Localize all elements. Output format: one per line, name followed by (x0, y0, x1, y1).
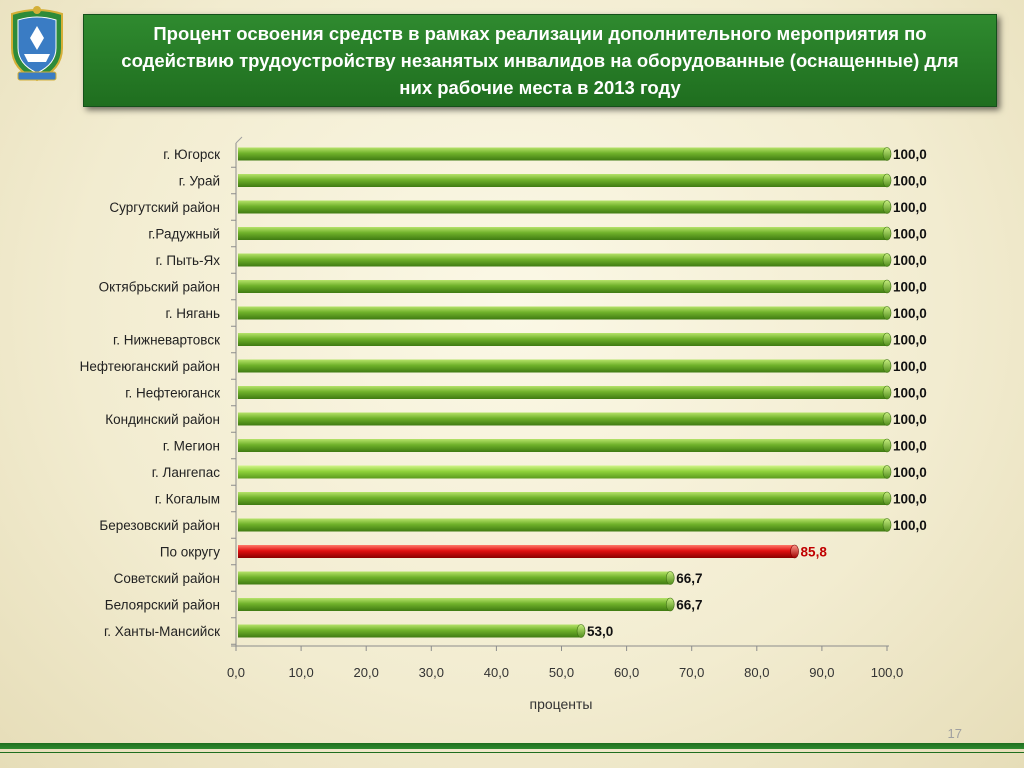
category-label: г. Урай (179, 174, 220, 189)
bar (238, 518, 887, 532)
horizontal-bar-chart: 0,0 10,0 20,0 30,0 40,0 50,0 60,0 70,0 80,0 90,0 1… (80, 136, 927, 712)
value-label: 100,0 (893, 306, 927, 321)
category-label: г. Югорск (163, 147, 220, 162)
bar (238, 412, 887, 426)
x-axis-label: проценты (529, 696, 592, 712)
bar-end-cap (790, 544, 799, 559)
value-label: 100,0 (893, 386, 927, 401)
category-label: Советский район (114, 571, 220, 586)
x-tick-label: 10,0 (288, 665, 313, 680)
x-tick-label: 50,0 (549, 665, 574, 680)
footer-divider (0, 743, 1024, 749)
category-label: г. Мегион (163, 439, 220, 454)
bar (238, 545, 795, 558)
category-label: г. Нягань (166, 306, 220, 321)
value-label: 100,0 (893, 253, 927, 268)
bar (238, 598, 671, 611)
category-label: Нефтеюганский район (80, 359, 220, 374)
bar (238, 174, 887, 187)
value-label: 100,0 (893, 412, 927, 427)
slide-title: Процент освоения средств в рамках реализ… (121, 23, 959, 98)
x-tick-label: 90,0 (809, 665, 834, 680)
value-label: 100,0 (893, 147, 927, 162)
category-label: г. Нижневартовск (113, 333, 220, 348)
value-label: 100,0 (893, 227, 927, 242)
value-label: 100,0 (893, 174, 927, 189)
category-label: Октябрьский район (99, 280, 220, 295)
bar (238, 386, 887, 399)
x-tick-label: 60,0 (614, 665, 639, 680)
bar-end-cap (882, 173, 892, 188)
coat-of-arms-emblem (11, 6, 63, 82)
bar (238, 624, 582, 638)
bar-end-cap (882, 385, 892, 400)
category-label: Белоярский район (105, 598, 220, 613)
bar-end-cap (882, 332, 892, 347)
bar-end-cap (665, 597, 675, 612)
category-label: Сургутский район (109, 200, 220, 215)
value-label: 100,0 (893, 280, 927, 295)
category-label: Кондинский район (105, 412, 220, 427)
bar (238, 280, 887, 293)
value-label: 100,0 (893, 492, 927, 507)
x-tick-label: 70,0 (679, 665, 704, 680)
category-label: г. Лангепас (152, 465, 221, 480)
category-label: Березовский район (99, 518, 220, 533)
bar-end-cap (882, 253, 892, 267)
bar-end-cap (882, 518, 892, 532)
x-tick-label: 100,0 (871, 665, 904, 680)
bar-end-cap (882, 200, 892, 214)
bar-end-cap (882, 306, 892, 320)
bar (238, 359, 887, 373)
bar (238, 333, 887, 346)
title-banner: Процент освоения средств в рамках реализ… (83, 14, 997, 107)
slide-number: 17 (947, 726, 962, 741)
value-label: 66,7 (676, 598, 702, 613)
value-label: 85,8 (801, 545, 828, 560)
value-label: 100,0 (893, 333, 927, 348)
bar (238, 253, 887, 267)
category-label: По округу (160, 545, 220, 560)
category-label: г. Ханты-Мансийск (104, 624, 220, 639)
category-label: г.Радужный (148, 227, 220, 242)
category-label: г. Когалым (155, 492, 220, 507)
value-label: 100,0 (893, 200, 927, 215)
bar-end-cap (882, 359, 892, 373)
category-label: г. Нефтеюганск (125, 386, 220, 401)
bar (238, 571, 671, 585)
bar-end-cap (576, 624, 586, 638)
bar-end-cap (882, 491, 892, 506)
value-label: 100,0 (893, 465, 927, 480)
bar (238, 492, 887, 505)
bar-end-cap (882, 226, 892, 241)
bar (238, 306, 887, 320)
value-label: 100,0 (893, 439, 927, 454)
value-label: 66,7 (676, 571, 702, 586)
bar-end-cap (882, 279, 892, 294)
axis-depth-line (235, 136, 243, 144)
value-label: 100,0 (893, 518, 927, 533)
bar-end-cap (882, 412, 892, 426)
bar-end-cap (665, 571, 675, 585)
bar-end-cap (882, 465, 892, 479)
bar-end-cap (882, 147, 892, 161)
bar (238, 147, 887, 161)
bar-end-cap (882, 438, 892, 453)
value-label: 53,0 (587, 624, 613, 639)
x-tick-label: 80,0 (744, 665, 769, 680)
bar (238, 465, 887, 479)
bar (238, 200, 887, 214)
value-label: 100,0 (893, 359, 927, 374)
x-tick-label: 20,0 (354, 665, 379, 680)
x-tick-label: 0,0 (227, 665, 245, 680)
footer-divider-thin (0, 752, 1024, 753)
bar (238, 227, 887, 240)
x-tick-label: 30,0 (419, 665, 444, 680)
category-label: г. Пыть-Ях (156, 253, 221, 268)
x-tick-label: 40,0 (484, 665, 509, 680)
bar (238, 439, 887, 452)
